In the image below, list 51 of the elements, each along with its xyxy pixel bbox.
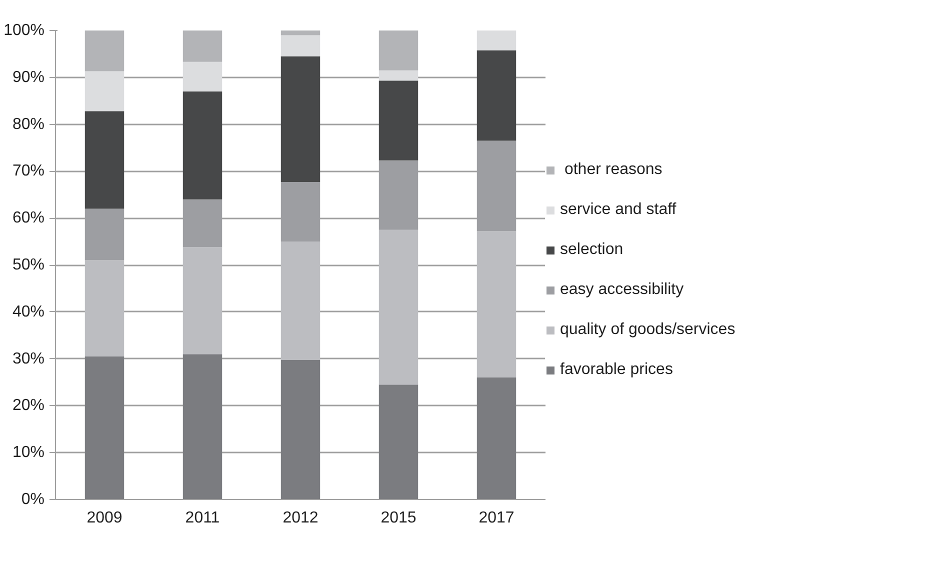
bar — [378, 230, 418, 385]
bar — [84, 260, 124, 356]
x-tick-label: 2017 — [478, 510, 514, 526]
legend-label: easy accessibility — [560, 281, 684, 299]
bar — [84, 111, 124, 209]
bar — [476, 50, 516, 141]
bar — [182, 247, 222, 354]
y-tick-label: 10% — [12, 444, 45, 462]
bar — [84, 30, 124, 72]
x-tick-label: 2009 — [86, 510, 122, 526]
legend-label: favorable prices — [560, 361, 673, 379]
y-tick-label: 30% — [12, 350, 45, 368]
bar — [280, 56, 320, 182]
bar — [378, 80, 418, 160]
y-tick-label: 80% — [12, 116, 45, 133]
legend-label: service and staff — [560, 201, 676, 219]
bar — [182, 91, 222, 200]
bar — [280, 360, 320, 500]
y-tick-label: 100% — [4, 22, 44, 39]
bar — [280, 182, 320, 242]
bar — [378, 30, 418, 70]
legend-label: selection — [560, 241, 624, 259]
bar — [378, 160, 418, 230]
x-tick-label: 2011 — [185, 510, 220, 526]
bar — [84, 208, 124, 260]
bar — [280, 30, 320, 36]
legend-label: other reasons — [563, 161, 662, 179]
bar — [476, 30, 516, 50]
y-tick-label: 90% — [12, 68, 45, 86]
bar — [476, 140, 516, 232]
bar — [476, 231, 516, 378]
legend-label: quality of goods/services — [560, 321, 736, 339]
bar — [182, 62, 222, 92]
bar — [84, 71, 124, 112]
bar — [84, 356, 124, 500]
bar — [378, 70, 418, 81]
bar — [476, 378, 516, 500]
bar — [182, 354, 222, 500]
bar — [182, 30, 222, 62]
bar — [280, 35, 320, 56]
bar — [378, 384, 418, 500]
y-tick-label: 20% — [12, 397, 45, 414]
bar — [280, 242, 320, 360]
x-tick-label: 2015 — [380, 510, 416, 526]
bar — [182, 199, 222, 248]
y-tick-label: 60% — [12, 210, 45, 227]
y-tick-label: 50% — [12, 256, 45, 274]
y-tick-label: 0% — [21, 491, 44, 508]
x-tick-label: 2012 — [282, 510, 318, 526]
y-tick-label: 70% — [12, 162, 45, 180]
y-tick-label: 40% — [12, 303, 45, 320]
